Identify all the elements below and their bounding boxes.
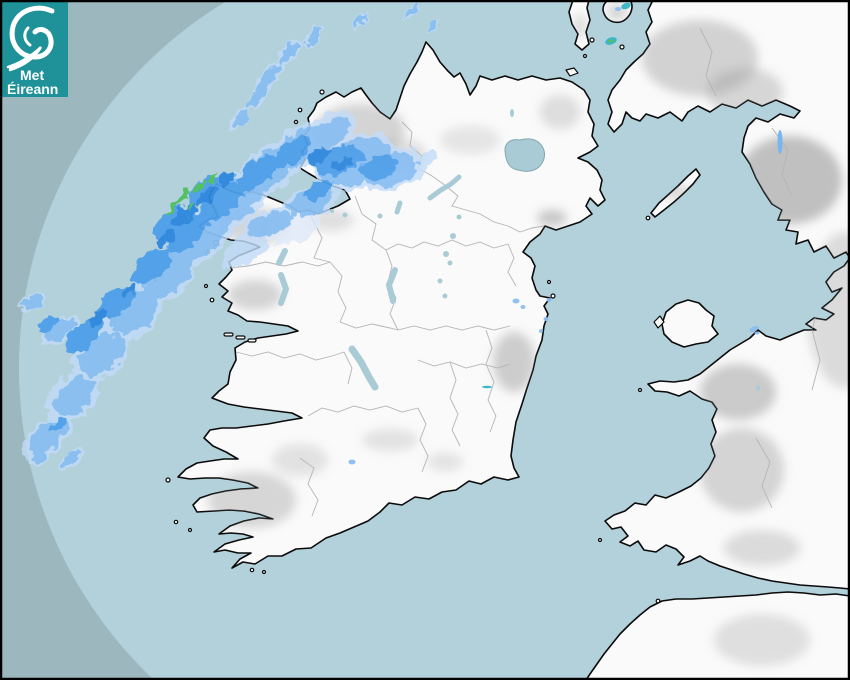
rain-layer-heavy [88,148,353,327]
met-eireann-logo: Met Éireann [2,2,68,97]
logo-background [2,2,68,97]
logo-text-eireann: Éireann [7,81,58,97]
logo-text-met: Met [20,67,44,83]
rain-layer-intense [167,173,219,214]
hurricane-spiral-icon [6,5,55,72]
landmasses [165,0,850,680]
light-echo-dots [348,7,760,465]
small-islands [165,37,665,604]
lake-windermere [777,130,783,154]
lough-neagh [504,138,546,172]
cyan-echoes [482,2,631,389]
rain-radar-overlay [19,1,760,469]
scattered-echoes [348,2,760,465]
small-lakes [330,109,760,391]
echo-green-core [608,39,614,43]
